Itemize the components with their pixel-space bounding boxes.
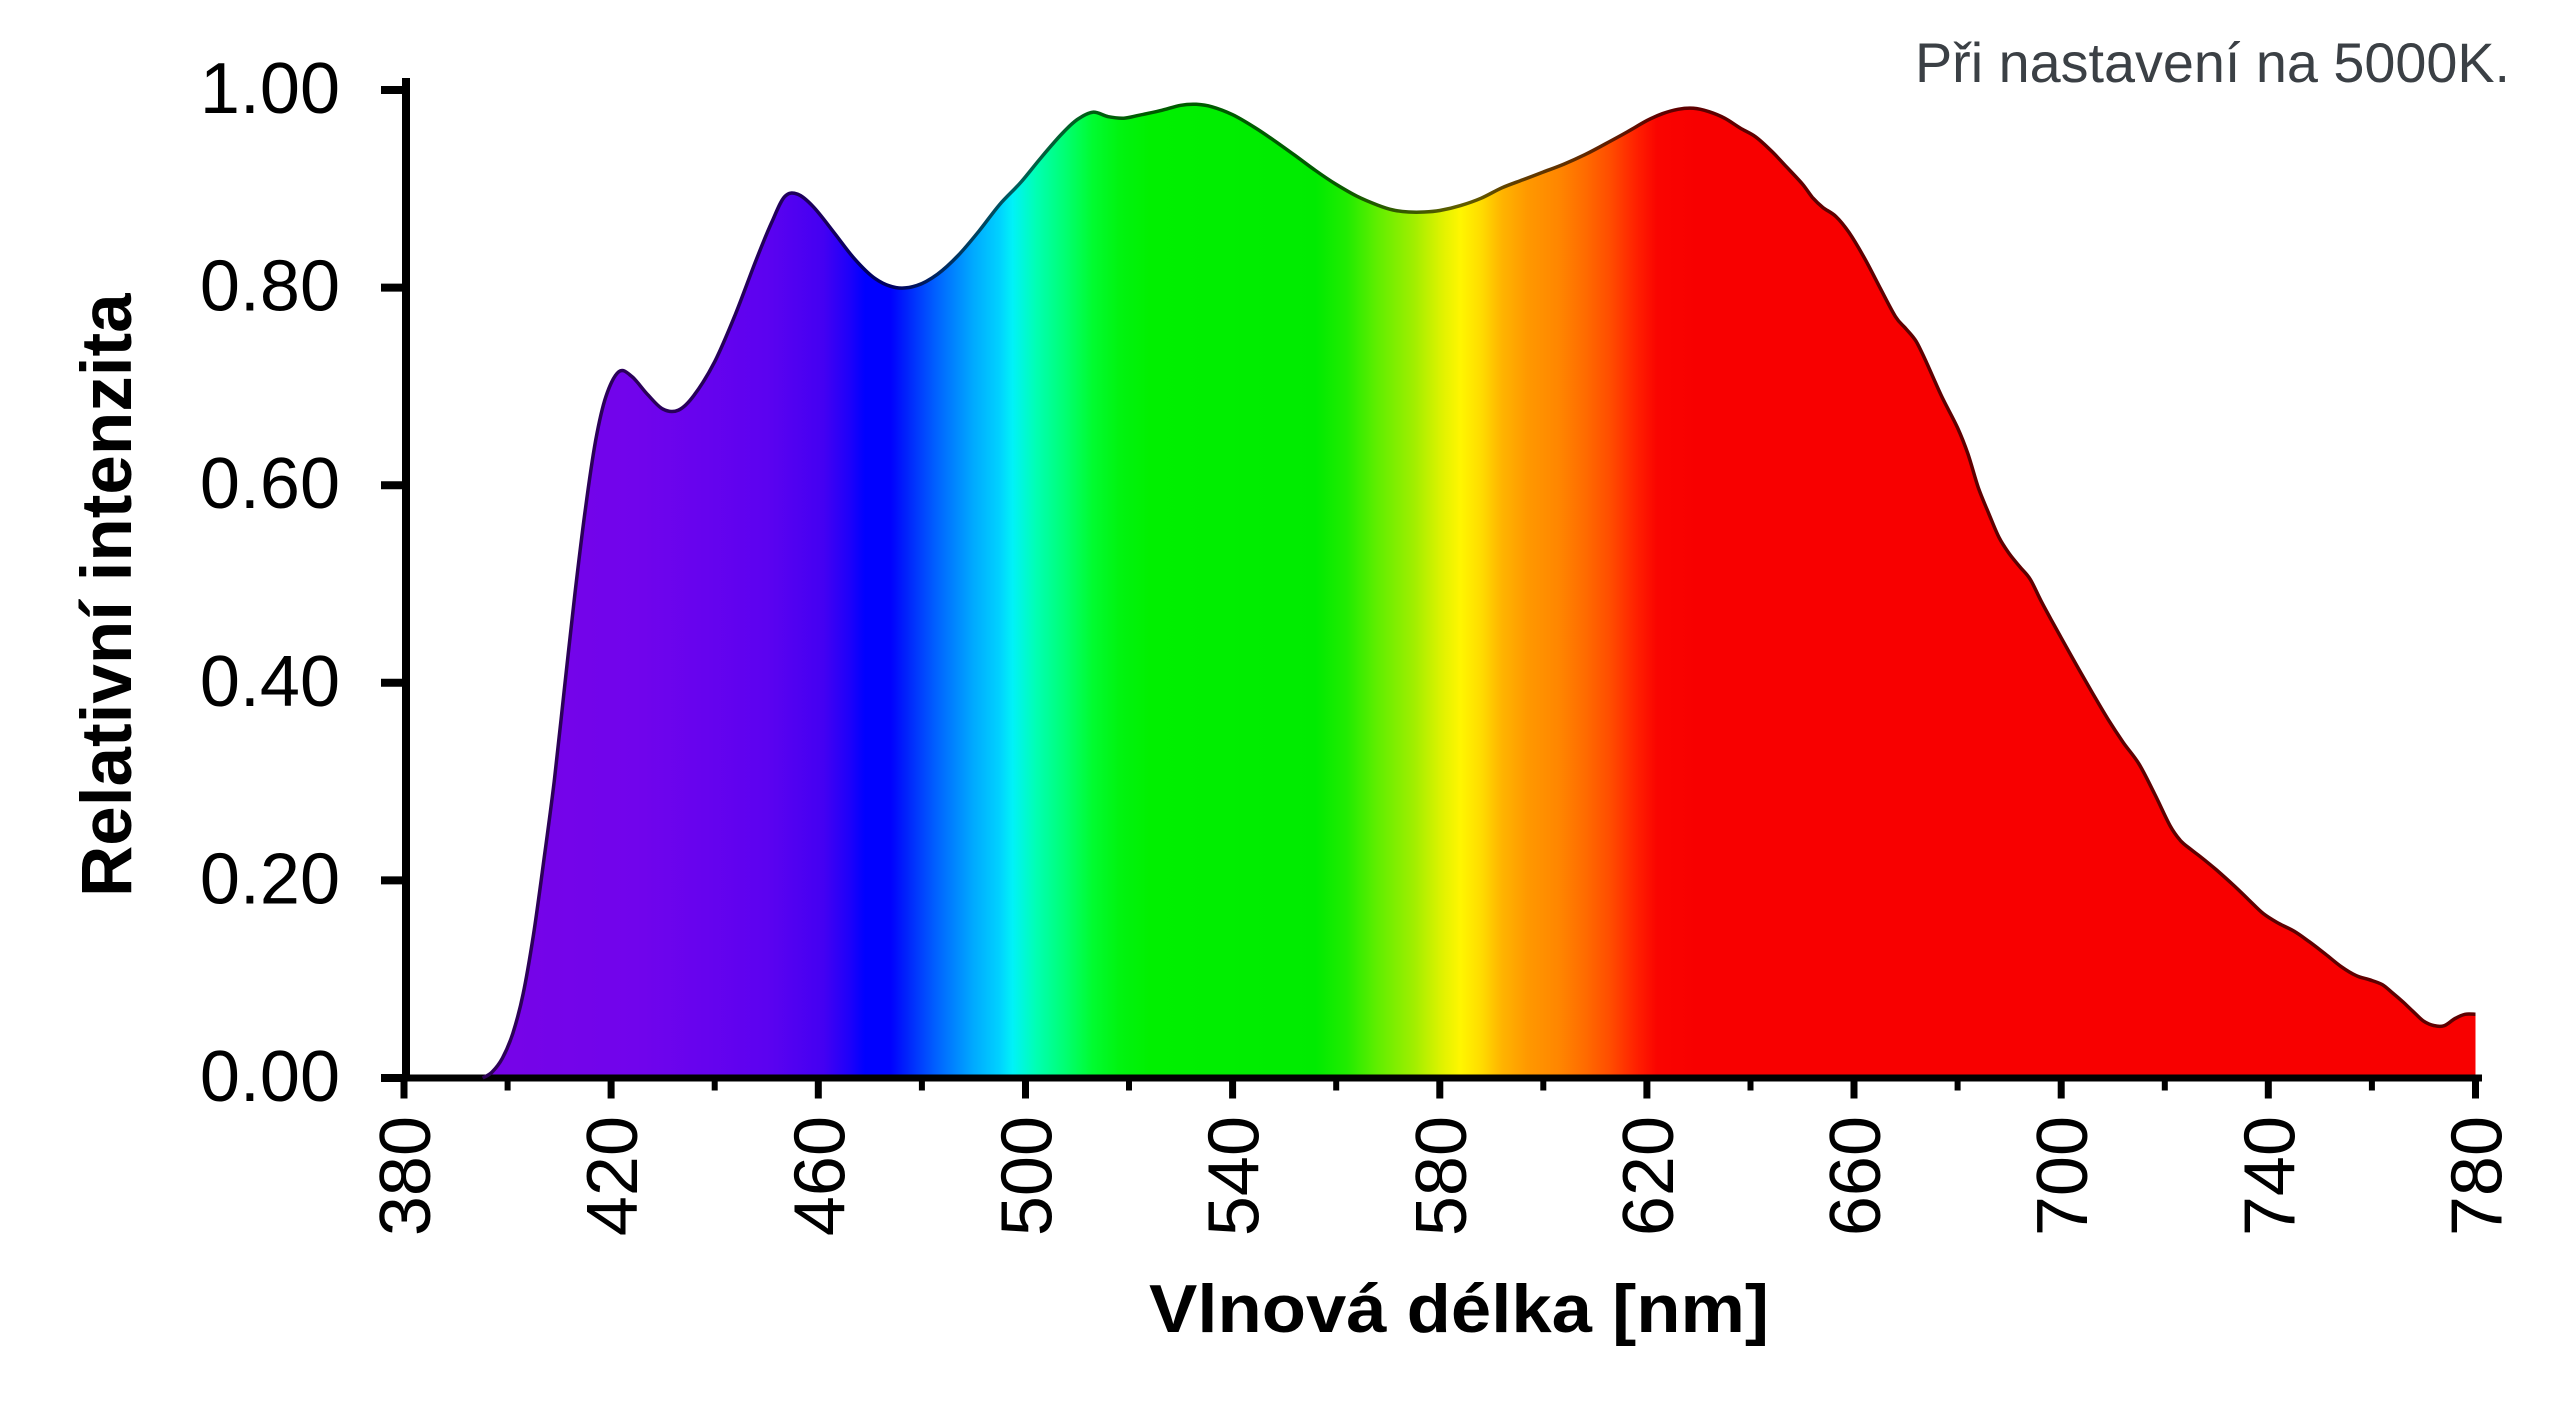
- svg-text:Vlnová délka [nm]: Vlnová délka [nm]: [1149, 1271, 1769, 1347]
- svg-text:460: 460: [780, 1116, 860, 1236]
- svg-text:420: 420: [573, 1116, 653, 1236]
- svg-text:620: 620: [1609, 1116, 1689, 1236]
- svg-text:0.40: 0.40: [200, 642, 340, 722]
- svg-text:580: 580: [1402, 1116, 1482, 1236]
- svg-text:780: 780: [2438, 1116, 2518, 1236]
- svg-text:0.00: 0.00: [200, 1037, 340, 1117]
- svg-text:700: 700: [2023, 1116, 2103, 1236]
- svg-text:Relativní intenzita: Relativní intenzita: [68, 293, 147, 897]
- svg-text:540: 540: [1195, 1116, 1275, 1236]
- svg-text:0.20: 0.20: [200, 839, 340, 919]
- svg-text:380: 380: [366, 1116, 446, 1236]
- svg-text:Při nastavení na 5000K.: Při nastavení na 5000K.: [1915, 31, 2510, 94]
- svg-text:0.80: 0.80: [200, 247, 340, 327]
- svg-text:500: 500: [988, 1116, 1068, 1236]
- svg-text:1.00: 1.00: [200, 49, 340, 129]
- svg-text:740: 740: [2230, 1116, 2310, 1236]
- svg-text:0.60: 0.60: [200, 444, 340, 524]
- svg-text:660: 660: [1816, 1116, 1896, 1236]
